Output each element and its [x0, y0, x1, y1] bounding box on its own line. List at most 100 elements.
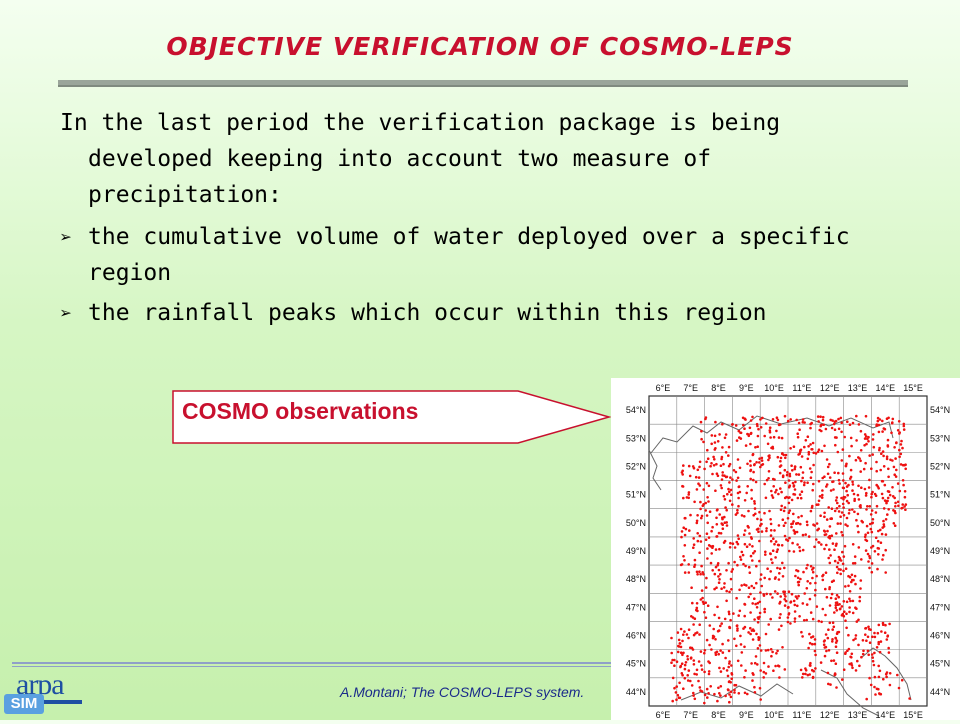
station-point: [735, 596, 738, 600]
station-point: [697, 679, 700, 683]
callout-arrow-shape: [172, 390, 612, 444]
station-point: [876, 567, 879, 571]
station-point: [723, 515, 726, 519]
station-point: [838, 557, 842, 560]
station-point: [804, 439, 808, 442]
station-point: [728, 700, 731, 704]
station-point: [817, 541, 821, 544]
station-point: [839, 522, 842, 525]
latitude-tick-label: 50°N: [626, 518, 646, 528]
station-point: [795, 418, 798, 422]
station-point: [779, 595, 782, 598]
station-point: [724, 451, 728, 454]
longitude-tick-label: 8°E: [711, 710, 726, 720]
station-point: [885, 455, 889, 458]
station-point: [747, 565, 751, 569]
station-point: [733, 637, 736, 641]
station-point: [686, 658, 690, 661]
station-point: [901, 479, 905, 482]
station-point: [753, 463, 756, 467]
station-point: [874, 511, 878, 514]
station-point: [692, 466, 696, 470]
station-point: [787, 511, 791, 514]
station-point: [892, 465, 896, 469]
station-point: [788, 549, 791, 553]
station-point: [725, 475, 729, 479]
station-point: [850, 580, 853, 584]
station-point: [743, 583, 746, 586]
station-point: [849, 468, 853, 472]
station-point: [687, 571, 691, 574]
latitude-tick-label: 48°N: [626, 574, 646, 584]
station-point: [698, 686, 702, 689]
station-point: [852, 638, 855, 642]
station-point: [679, 651, 683, 654]
station-point: [867, 486, 871, 489]
station-point: [870, 546, 873, 549]
station-point: [696, 514, 699, 517]
station-point: [835, 686, 838, 689]
station-point: [702, 488, 705, 491]
station-point: [772, 485, 775, 488]
station-point: [739, 555, 742, 559]
station-point: [884, 571, 887, 574]
station-point: [762, 676, 765, 679]
station-point: [693, 697, 697, 701]
station-point: [800, 490, 804, 493]
station-point: [757, 638, 760, 642]
station-point: [834, 499, 838, 502]
station-point: [728, 481, 731, 484]
station-point: [873, 550, 877, 553]
station-point: [810, 668, 814, 672]
station-point: [851, 611, 855, 615]
station-point: [778, 471, 782, 475]
station-point: [877, 547, 881, 550]
station-point: [826, 671, 830, 675]
station-point: [679, 627, 683, 631]
station-point: [728, 499, 732, 503]
station-point: [749, 592, 752, 596]
station-point: [742, 423, 745, 427]
station-point: [845, 499, 849, 503]
station-point: [705, 481, 709, 485]
station-point: [795, 530, 799, 534]
station-point: [756, 663, 759, 666]
station-point: [687, 636, 690, 640]
station-point: [841, 678, 844, 681]
station-point: [699, 572, 702, 576]
station-point: [783, 590, 787, 594]
station-point: [760, 530, 764, 533]
station-point: [795, 473, 798, 476]
station-point: [870, 467, 873, 470]
station-point: [880, 532, 884, 536]
station-point: [731, 423, 734, 426]
station-point: [825, 649, 828, 653]
station-point: [792, 599, 796, 603]
station-point: [759, 465, 762, 469]
station-point: [683, 571, 687, 574]
station-point: [719, 572, 722, 576]
station-point: [783, 468, 787, 472]
footer-line: [12, 662, 611, 664]
station-point: [790, 498, 794, 502]
station-point: [760, 522, 763, 526]
station-point: [864, 494, 868, 497]
station-point: [683, 667, 687, 671]
station-point: [835, 565, 839, 569]
station-point: [737, 496, 740, 500]
station-point: [790, 525, 793, 529]
station-point: [773, 529, 776, 532]
station-point: [844, 567, 848, 570]
station-point: [837, 427, 841, 431]
station-point: [753, 507, 757, 510]
station-point: [704, 538, 708, 541]
station-point: [711, 569, 714, 572]
station-point: [749, 419, 753, 422]
station-point: [743, 542, 747, 546]
station-point: [806, 673, 810, 677]
station-point: [829, 517, 832, 520]
station-point: [792, 529, 796, 532]
station-point: [883, 483, 887, 487]
station-point: [785, 473, 789, 477]
station-point: [848, 423, 852, 426]
